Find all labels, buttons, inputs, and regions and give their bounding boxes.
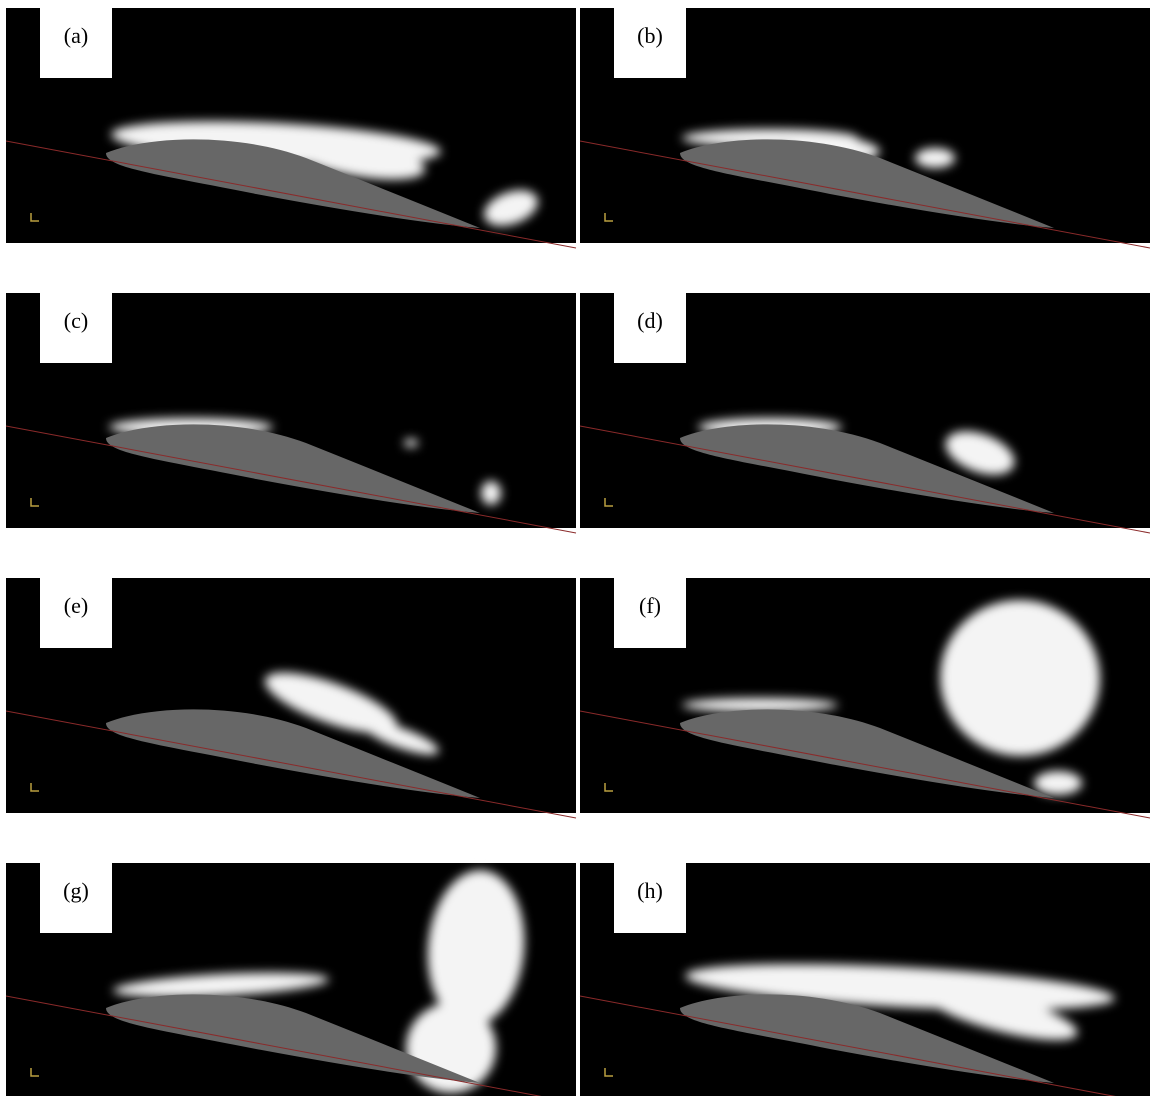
flow-blob bbox=[481, 481, 501, 505]
panel: (b) bbox=[580, 8, 1150, 248]
panel: (d) bbox=[580, 293, 1150, 533]
panel: (h) bbox=[580, 863, 1150, 1096]
panel-label: (b) bbox=[637, 23, 663, 48]
panel-label: (e) bbox=[64, 593, 88, 618]
panel-label: (c) bbox=[64, 308, 88, 333]
flow-blob bbox=[404, 439, 418, 447]
panel-label: (g) bbox=[63, 878, 89, 903]
page: (a)(b)(c)(d)(e)(f)(g)(h) (() => { const … bbox=[0, 0, 1150, 1096]
panel-label: (f) bbox=[639, 593, 661, 618]
flow-blob bbox=[915, 148, 955, 168]
panel-label: (d) bbox=[637, 308, 663, 333]
panel: (g) bbox=[6, 863, 576, 1096]
flow-blob bbox=[1034, 771, 1082, 795]
panel: (c) bbox=[6, 293, 576, 533]
panel: (f) bbox=[580, 578, 1150, 818]
panel-label: (a) bbox=[64, 23, 88, 48]
panel-label: (h) bbox=[637, 878, 663, 903]
figure: (a) (b) (c) (d) (e) (f) (g) (h) bbox=[0, 0, 1150, 1096]
panel: (a) bbox=[6, 8, 576, 248]
panel: (e) bbox=[6, 578, 576, 818]
